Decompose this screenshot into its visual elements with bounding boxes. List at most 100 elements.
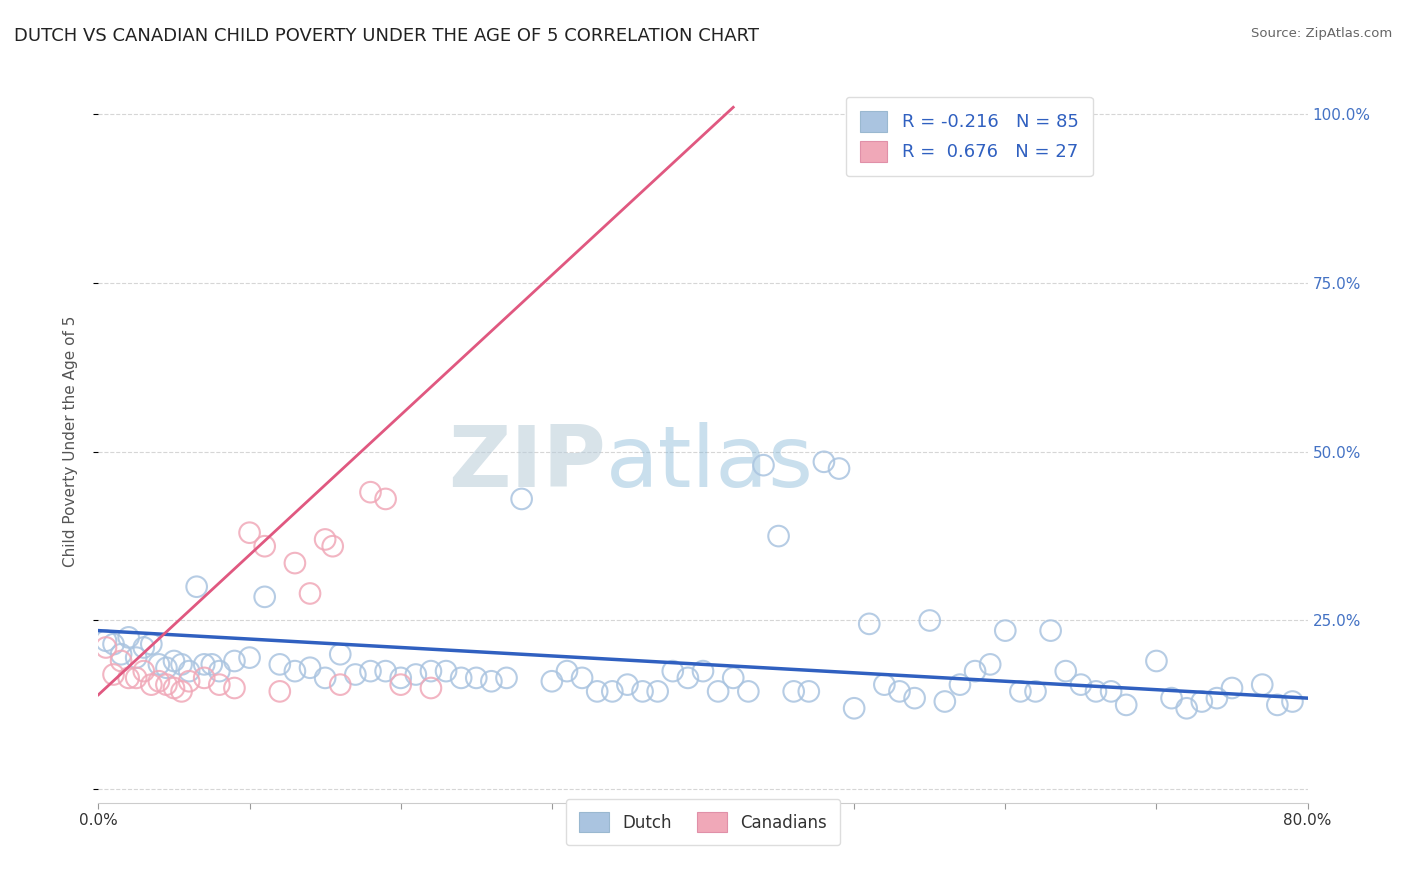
Point [269,684,291,698]
Point [253,539,276,553]
Point [125,671,148,685]
Point [110,654,132,668]
Point [1175,701,1198,715]
Point [1115,698,1137,712]
Point [141,678,163,692]
Point [269,657,291,672]
Point [420,681,443,695]
Point [918,614,941,628]
Point [934,694,956,708]
Point [1024,684,1046,698]
Point [994,624,1017,638]
Point [322,539,344,553]
Point [389,678,412,692]
Point [1054,664,1077,678]
Point [163,654,186,668]
Point [374,664,396,678]
Point [344,667,367,681]
Point [284,556,307,570]
Point [661,664,683,678]
Point [1220,681,1243,695]
Point [110,647,132,661]
Point [647,684,669,698]
Point [193,671,215,685]
Point [179,674,201,689]
Point [1085,684,1108,698]
Point [420,664,443,678]
Point [360,664,382,678]
Point [813,455,835,469]
Point [186,580,208,594]
Point [510,491,533,506]
Point [783,684,806,698]
Point [329,678,352,692]
Point [979,657,1001,672]
Point [555,664,578,678]
Point [239,525,262,540]
Point [481,674,503,689]
Point [94,640,117,655]
Point [314,533,336,547]
Point [434,664,457,678]
Point [692,664,714,678]
Point [571,671,593,685]
Y-axis label: Child Poverty Under the Age of 5: Child Poverty Under the Age of 5 [63,316,77,567]
Point [224,681,246,695]
Point [284,664,307,678]
Point [540,674,562,689]
Point [495,671,517,685]
Point [94,633,117,648]
Point [155,678,177,692]
Point [1191,694,1213,708]
Point [1281,694,1303,708]
Point [768,529,790,543]
Point [103,667,125,681]
Point [797,684,820,698]
Point [737,684,759,698]
Point [201,657,224,672]
Point [949,678,972,692]
Text: Source: ZipAtlas.com: Source: ZipAtlas.com [1251,27,1392,40]
Point [752,458,775,472]
Point [155,661,177,675]
Point [132,664,155,678]
Text: ZIP: ZIP [449,422,606,505]
Point [1039,624,1062,638]
Point [1160,691,1182,706]
Point [208,678,231,692]
Point [828,461,851,475]
Point [844,701,866,715]
Point [389,671,412,685]
Point [253,590,276,604]
Point [1251,678,1274,692]
Point [118,671,141,685]
Point [965,664,987,678]
Point [193,657,215,672]
Point [602,684,624,698]
Point [904,691,927,706]
Point [1099,684,1122,698]
Point [1267,698,1289,712]
Point [141,637,163,651]
Point [1070,678,1092,692]
Point [889,684,911,698]
Point [163,681,186,695]
Point [360,485,382,500]
Point [208,664,231,678]
Text: atlas: atlas [606,422,814,505]
Point [676,671,699,685]
Text: DUTCH VS CANADIAN CHILD POVERTY UNDER THE AGE OF 5 CORRELATION CHART: DUTCH VS CANADIAN CHILD POVERTY UNDER TH… [14,27,759,45]
Point [1206,691,1229,706]
Point [1010,684,1032,698]
Point [723,671,745,685]
Point [1144,654,1167,668]
Point [179,664,201,678]
Point [170,657,193,672]
Point [405,667,427,681]
Point [329,647,352,661]
Point [132,640,155,655]
Point [450,671,472,685]
Point [103,637,125,651]
Point [631,684,654,698]
Point [224,654,246,668]
